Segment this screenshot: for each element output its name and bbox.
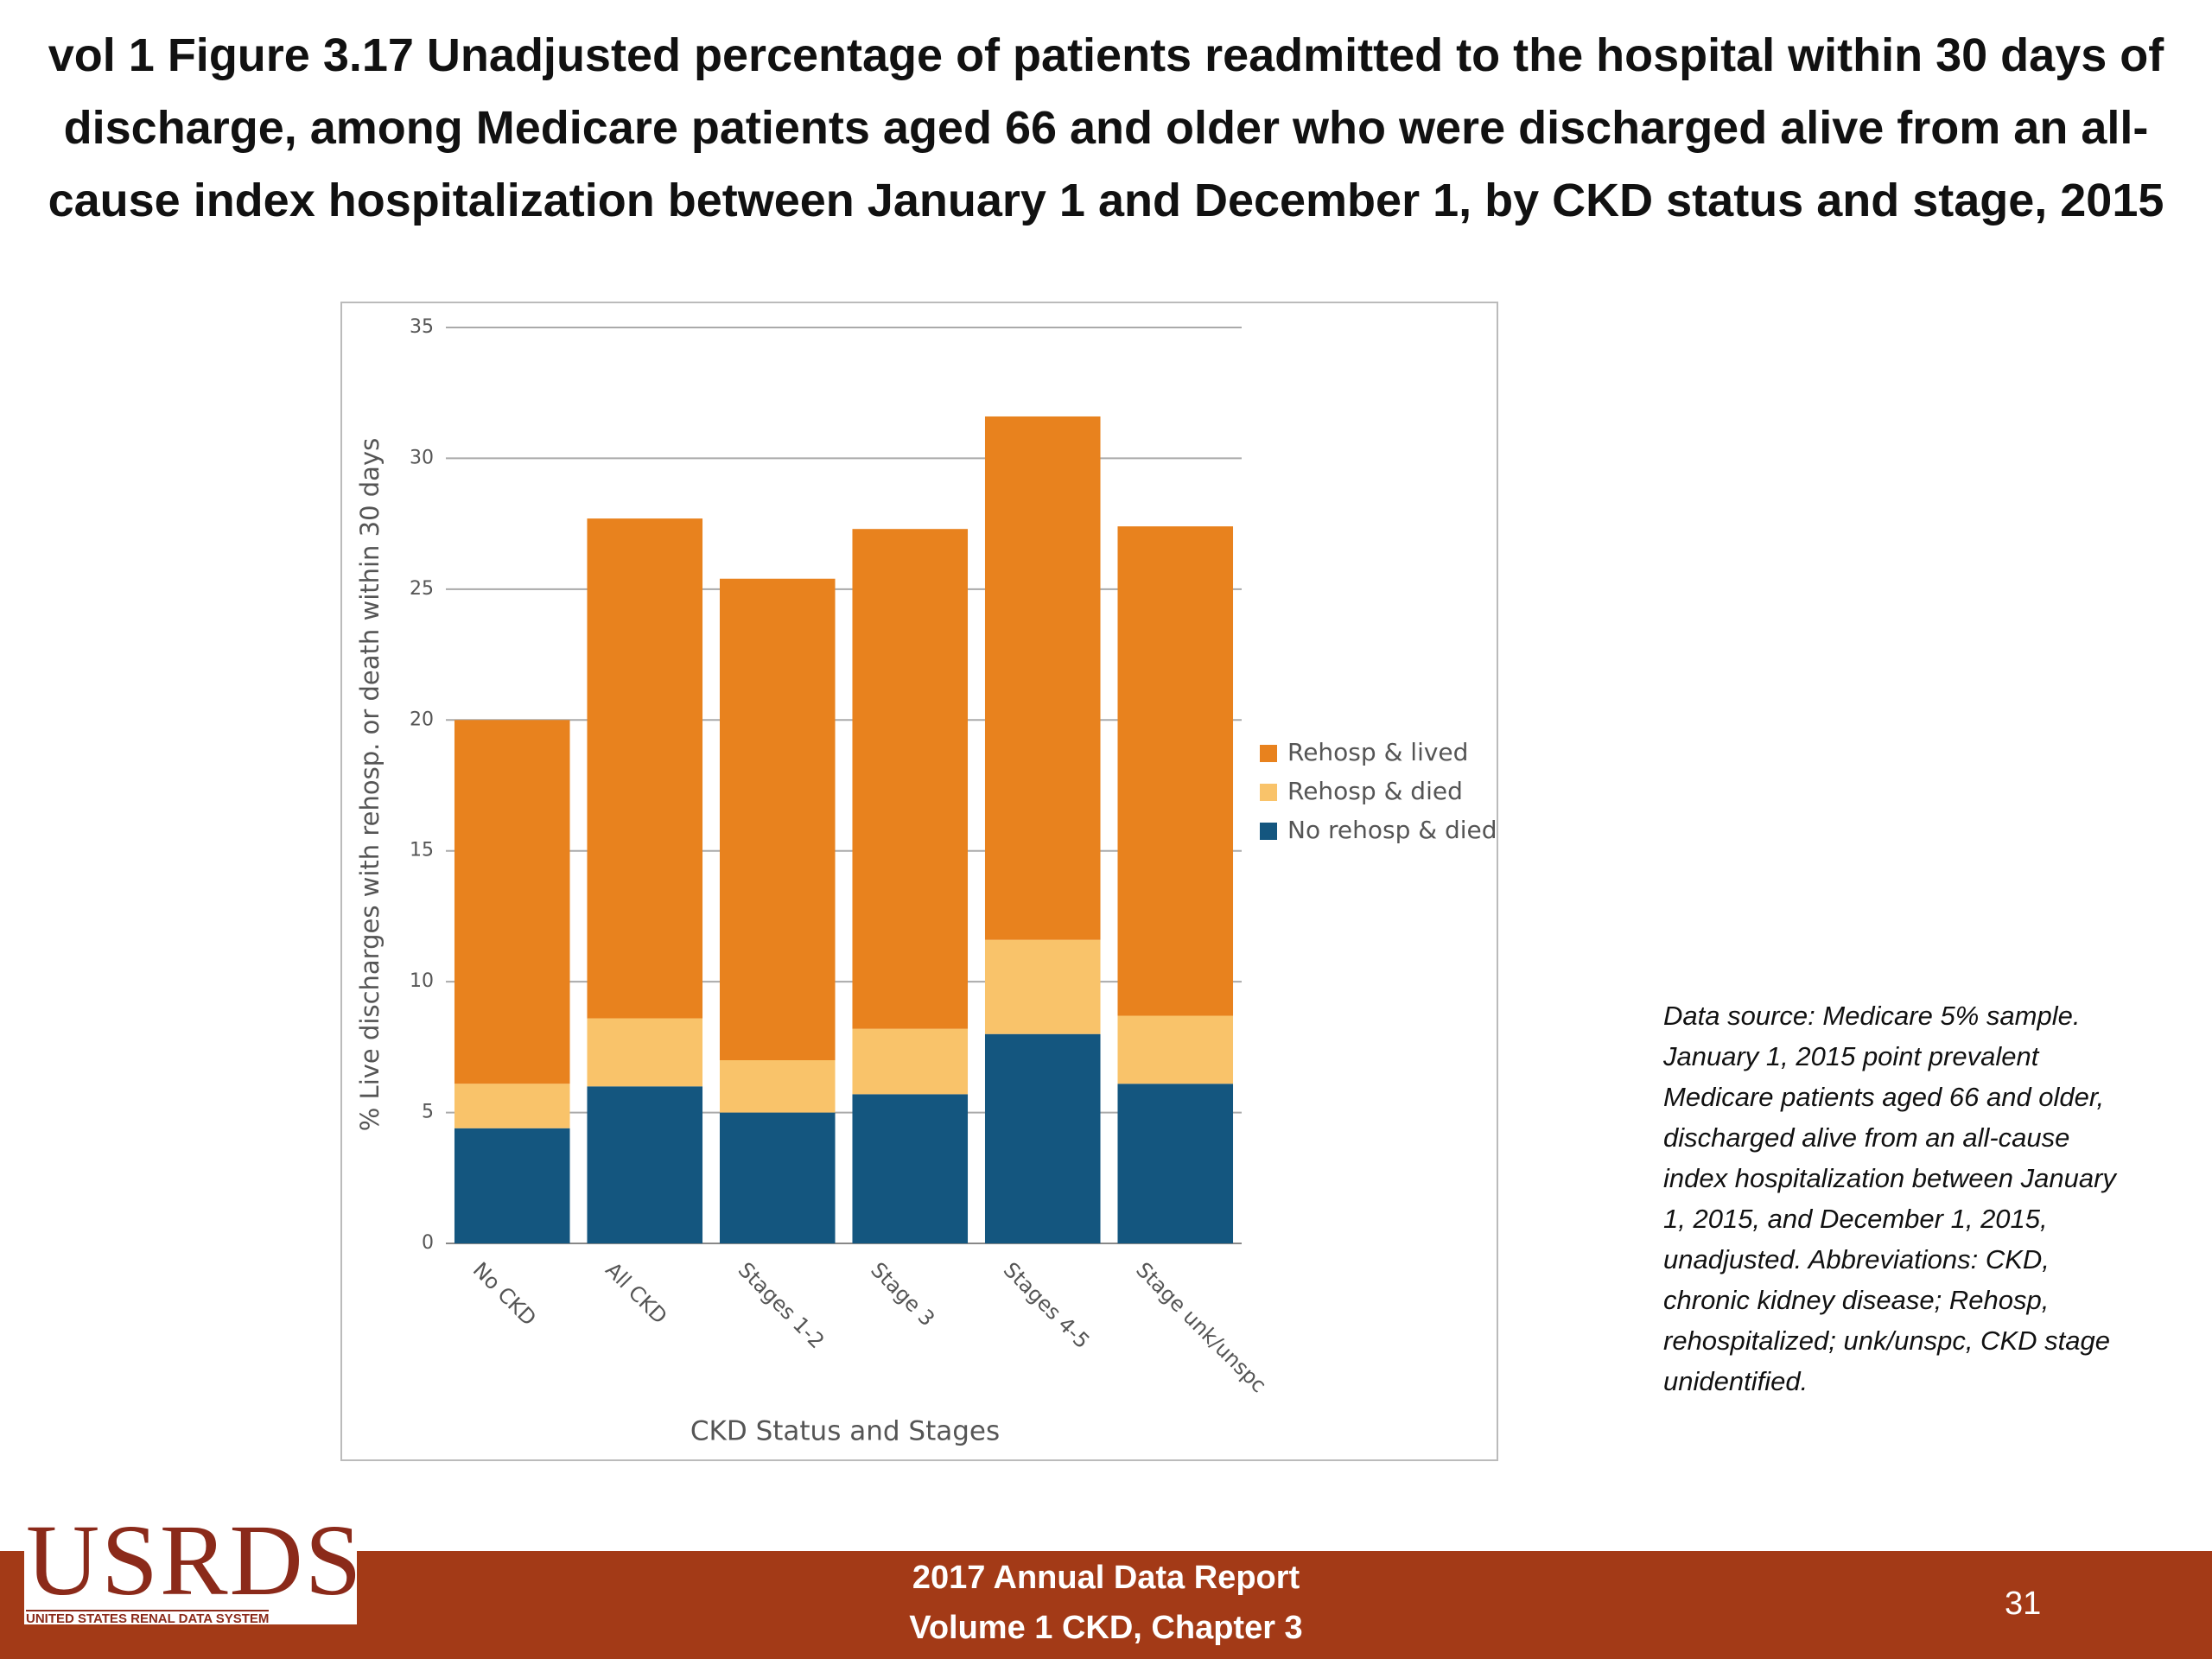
slide-title: vol 1 Figure 3.17 Unadjusted percentage …: [48, 29, 2164, 226]
y-tick-label: 10: [410, 970, 434, 992]
x-tick-label: All CKD: [601, 1257, 671, 1328]
bar-segment: [852, 1028, 969, 1095]
y-axis-title: % Live discharges with rehosp. or death …: [355, 438, 385, 1131]
bar-segment: [719, 1112, 836, 1243]
footer-line: Volume 1 CKD, Chapter 3: [909, 1610, 1303, 1646]
footer-line: 2017 Annual Data Report: [912, 1560, 1300, 1596]
bar-segment: [719, 578, 836, 1060]
x-tick-label: Stages 1-2: [734, 1257, 830, 1353]
x-tick-label: Stage unk/unspc: [1131, 1257, 1271, 1397]
chart-frame: [340, 302, 1498, 1461]
bar-segment: [454, 1128, 570, 1243]
logo-name: USRDS: [26, 1503, 364, 1617]
logo: USRDS UNITED STATES RENAL DATA SYSTEM: [24, 1510, 361, 1626]
y-tick-label: 5: [422, 1102, 434, 1123]
x-tick-label: No CKD: [468, 1257, 541, 1330]
logo-subtitle: UNITED STATES RENAL DATA SYSTEM: [26, 1610, 270, 1626]
y-tick-label: 30: [410, 447, 434, 468]
bar-segment: [1117, 526, 1234, 1016]
y-tick-label: 25: [410, 578, 434, 600]
y-tick-label: 15: [410, 840, 434, 861]
bar-segment: [454, 1084, 570, 1128]
x-axis-title: CKD Status and Stages: [690, 1416, 1000, 1447]
y-tick-label: 0: [422, 1232, 434, 1254]
legend-label: Rehosp & died: [1287, 777, 1463, 805]
legend-swatch: [1260, 784, 1277, 801]
bar-segment: [1117, 1015, 1234, 1084]
bar-segment: [1117, 1084, 1234, 1243]
bar-segment: [852, 529, 969, 1029]
note: Data source: Medicare 5% sample. January…: [1663, 1001, 2116, 1396]
bar-segment: [587, 1018, 703, 1087]
x-tick-label: Stages 4-5: [999, 1257, 1095, 1353]
footer: 2017 Annual Data Report Volume 1 CKD, Ch…: [0, 1551, 2212, 1659]
bar-segment: [587, 1086, 703, 1243]
legend-swatch: [1260, 745, 1277, 762]
bar-segment: [852, 1094, 969, 1243]
bar-segment: [587, 518, 703, 1019]
page-number: 31: [2005, 1586, 2042, 1622]
bar-segment: [984, 939, 1101, 1034]
y-tick-label: 20: [410, 709, 434, 730]
legend-label: No rehosp & died: [1287, 816, 1497, 844]
x-tick-label: Stage 3: [866, 1257, 939, 1331]
bar-segment: [984, 416, 1101, 940]
bar-segment: [984, 1033, 1101, 1243]
y-tick-label: 35: [410, 316, 434, 338]
bar-segment: [719, 1060, 836, 1113]
legend-label: Rehosp & lived: [1287, 738, 1468, 766]
bar-segment: [454, 720, 570, 1084]
legend-swatch: [1260, 823, 1277, 840]
